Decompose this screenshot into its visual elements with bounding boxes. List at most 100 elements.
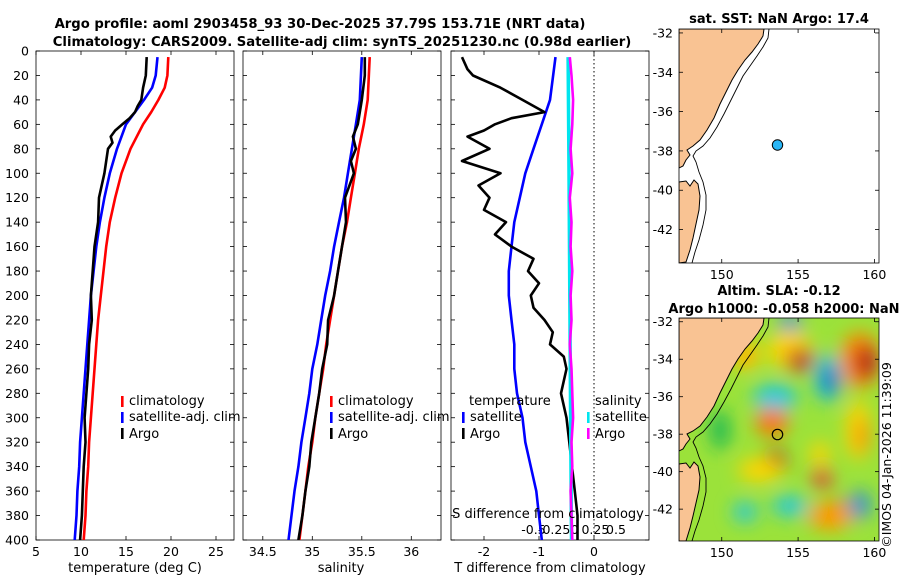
sla-map-frame <box>678 317 880 542</box>
sla-map-argo-marker <box>771 428 784 441</box>
sst-map-land <box>679 29 765 169</box>
map-x-tick-label: 160 <box>862 267 886 282</box>
x-tick-label: 34.5 <box>249 544 277 559</box>
sst-map-land-south <box>679 179 701 263</box>
map-y-tick-label: -34 <box>653 352 673 367</box>
difference-xlabel-t: T difference from climatology <box>453 561 646 576</box>
sla-map-land <box>679 318 765 452</box>
legend-swatch-argo <box>330 428 333 439</box>
sla-map-field <box>710 318 879 530</box>
map-y-tick-label: -38 <box>653 427 673 442</box>
y-tick-label: 340 <box>5 459 29 474</box>
y-tick-label: 100 <box>5 166 29 181</box>
y-tick-label: 240 <box>5 337 29 352</box>
legend-label-argo: Argo <box>338 427 368 442</box>
sla-map-title-line1: Altim. SLA: -0.12 <box>717 284 840 299</box>
sla-map: Altim. SLA: -0.12 Argo h1000: -0.058 h20… <box>653 284 900 560</box>
difference-axes-box <box>450 50 650 541</box>
series-line-temperature-satellite <box>507 56 557 540</box>
y-tick-label: 140 <box>5 215 29 230</box>
map-x-tick-label: 155 <box>786 545 810 560</box>
salinity-axes-box <box>242 50 442 541</box>
salinity-lines <box>287 57 371 540</box>
legend-label-t-satellite: satellite <box>470 410 522 425</box>
legend-swatch-t-satellite <box>462 412 465 423</box>
map-y-tick-label: -40 <box>653 183 673 198</box>
series-line-salinity-argo <box>568 56 575 540</box>
legend-swatch-climatology <box>121 396 124 407</box>
x-tick-label: -1 <box>533 544 545 559</box>
y-tick-label: 0 <box>21 44 29 59</box>
map-x-tick-label: 150 <box>710 267 734 282</box>
sst-map-title: sat. SST: NaN Argo: 17.4 <box>689 12 869 27</box>
y-tick-label: 120 <box>5 190 29 205</box>
x-tick-label-s: -0.25 <box>538 522 570 537</box>
y-tick-label: 300 <box>5 410 29 425</box>
sst-map: sat. SST: NaN Argo: 17.4 150 155 160 -32 -34… <box>653 12 887 282</box>
legend-swatch-satellite <box>330 412 333 423</box>
map-y-tick-label: -32 <box>653 25 673 40</box>
y-tick-label: 80 <box>13 141 29 156</box>
legend-label-s-satellite: satellite <box>595 410 647 425</box>
x-tick-label: 10 <box>73 544 89 559</box>
map-y-tick-label: -42 <box>653 502 673 517</box>
temperature-lines <box>73 56 170 540</box>
map-y-tick-label: -34 <box>653 65 673 80</box>
x-tick-label: 0 <box>590 544 598 559</box>
legend-swatch-s-satellite <box>587 412 590 423</box>
series-line-satellite-adj-clim <box>287 57 364 540</box>
map-x-tick-label: 160 <box>862 545 886 560</box>
x-tick-label-s: 0.25 <box>581 522 609 537</box>
map-y-tick-label: -36 <box>653 389 673 404</box>
map-y-tick-label: -36 <box>653 104 673 119</box>
watermark: ©IMOS 04-Jan-2026 11:39:09 <box>879 362 894 548</box>
difference-ticks: -2 -1 0-0.5-0.25 0 0.250.5 <box>451 50 649 559</box>
y-tick-label: 20 <box>13 68 29 83</box>
y-tick-label: 40 <box>13 92 29 107</box>
sla-map-shelf-edge <box>691 318 770 541</box>
map-x-tick-label: 150 <box>710 545 734 560</box>
sla-map-ticks: 150 155 160 -32 -34 -36 -38 -40 -42 <box>653 314 887 560</box>
series-line-argo <box>78 57 148 540</box>
temperature-xlabel: temperature (deg C) <box>68 561 202 576</box>
x-tick-label: 5 <box>32 544 40 559</box>
legend-label-satellite: satellite-adj. clim <box>129 410 241 425</box>
sst-map-frame <box>678 28 880 264</box>
legend-label-climatology: climatology <box>338 394 414 409</box>
y-tick-label: 280 <box>5 386 29 401</box>
legend-label-satellite: satellite-adj. clim <box>338 410 450 425</box>
salinity-legend: climatology satellite-adj. clim Argo <box>330 394 450 442</box>
legend-swatch-climatology <box>330 396 333 407</box>
salinity-xlabel: salinity <box>318 561 365 576</box>
salinity-ticks: 34.5 35 35.5 36 <box>243 50 441 559</box>
sst-map-shelf-edge <box>691 29 770 263</box>
legend-label-climatology: climatology <box>129 394 205 409</box>
x-tick-label: 35.5 <box>348 544 376 559</box>
sst-map-ticks: 150 155 160 -32 -34 -36 -38 -40 -42 <box>653 25 887 282</box>
y-tick-label: 180 <box>5 264 29 279</box>
map-y-tick-label: -32 <box>653 314 673 329</box>
sla-map-title-line2: Argo h1000: -0.058 h2000: NaN <box>668 302 899 317</box>
difference-lines <box>460 51 595 540</box>
legend-swatch-argo <box>121 428 124 439</box>
salinity-panel: 34.5 35 35.5 36 salinity climatology satell… <box>242 50 450 576</box>
x-tick-label: 20 <box>163 544 179 559</box>
legend-label-t-argo: Argo <box>470 427 500 442</box>
difference-legend: temperature salinity satellite Argo sate… <box>462 394 647 442</box>
y-tick-label: 200 <box>5 288 29 303</box>
legend-swatch-satellite <box>121 412 124 423</box>
series-line-argo <box>297 57 367 540</box>
legend-label-s-argo: Argo <box>595 427 625 442</box>
figure-title-line2: Climatology: CARS2009. Satellite-adj cli… <box>53 35 631 50</box>
legend-header-salinity: salinity <box>595 394 642 409</box>
x-tick-label: 36 <box>403 544 419 559</box>
y-tick-label: 220 <box>5 312 29 327</box>
sst-map-argo-marker <box>771 139 784 151</box>
map-x-tick-label: 155 <box>786 267 810 282</box>
difference-panel: -2 -1 0-0.5-0.25 0 0.250.5 T difference from… <box>450 50 650 576</box>
y-tick-label: 400 <box>5 533 29 548</box>
temperature-ticks: 0 20 40 60 80 100 120 140 160 180 200 220 240 260 280 3… <box>5 44 234 559</box>
y-tick-label: 360 <box>5 484 29 499</box>
y-tick-label: 320 <box>5 435 29 450</box>
